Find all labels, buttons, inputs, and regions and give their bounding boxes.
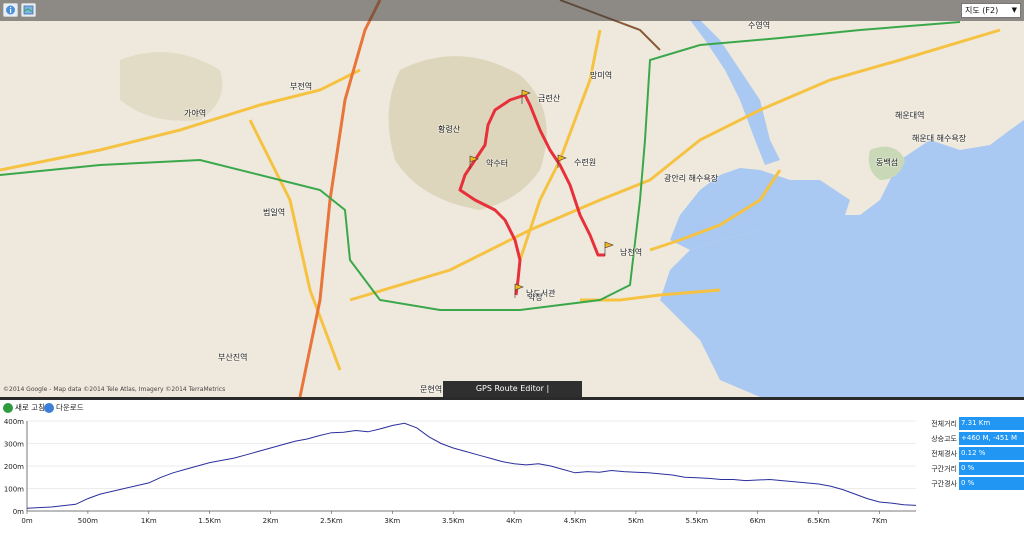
- stat-row: 전체거리 7.31 Km: [924, 417, 1024, 432]
- waypoint-label: 남도서관: [526, 289, 556, 298]
- bay-area: [670, 168, 850, 250]
- stat-label: 전체거리: [931, 420, 957, 428]
- download-button[interactable]: 다운로드: [44, 402, 84, 414]
- x-tick-label: 6Km: [750, 517, 766, 525]
- elevation-panel: 새로 고침 다운로드 0m 100m 200m 300m 400m 0m 500m 1Km 1.…: [0, 400, 1024, 533]
- stat-row: 구간경사 0 %: [924, 476, 1024, 492]
- place-label: 광안리 해수욕장: [664, 174, 719, 183]
- stats-list: 전체거리 7.31 Km 상승고도 +460 M, -451 M 전체경사 0.…: [924, 417, 1024, 491]
- x-tick-label: 0m: [21, 517, 32, 525]
- x-tick-label: 4.5Km: [564, 517, 587, 525]
- x-tick-label: 6.5Km: [807, 517, 830, 525]
- place-label: 부산진역: [218, 353, 248, 362]
- map-type-select[interactable]: 지도 (F2) ▼: [961, 3, 1021, 18]
- map-toolbar: 지도 (F2) ▼: [0, 0, 1024, 21]
- x-tick-label: 2.5Km: [320, 517, 343, 525]
- stat-value: +460 M, -451 M: [959, 431, 1024, 445]
- road-coast: [649, 169, 782, 252]
- map-canvas: [0, 0, 1024, 397]
- x-tick-label: 5Km: [628, 517, 644, 525]
- sea-area: [660, 120, 1024, 397]
- place-label: 수영역: [748, 21, 771, 30]
- road-orange: [298, 0, 382, 397]
- hill-park: [388, 56, 547, 211]
- waypoint-label: 남천역: [620, 248, 643, 257]
- road-main-3: [349, 28, 1001, 302]
- panel-divider[interactable]: [0, 397, 1024, 400]
- y-tick-label: 100m: [4, 486, 24, 494]
- stat-row: 전체경사 0.12 %: [924, 446, 1024, 462]
- elevation-line: [26, 422, 917, 509]
- place-label: 가야역: [184, 109, 207, 118]
- hill-park-2: [120, 52, 223, 121]
- x-tick-label: 5.5Km: [686, 517, 709, 525]
- stat-label: 상승고도: [931, 434, 957, 443]
- rail-line: [0, 21, 961, 311]
- stat-label: 구간경사: [931, 479, 957, 488]
- refresh-label: 새로 고침: [15, 403, 45, 412]
- hiking-route: [458, 93, 605, 296]
- stat-label: 전체경사: [931, 449, 957, 458]
- stat-row: 상승고도 +460 M, -451 M: [924, 431, 1024, 447]
- flag-icon: [469, 89, 614, 298]
- x-tick-label: 1.5Km: [198, 517, 221, 525]
- place-label: 문현역: [420, 385, 443, 394]
- map-view[interactable]: 금련산 수련원 약수터 남천역 남도서관 약장 부산진역 부전역 가야역 범일역…: [0, 0, 1024, 397]
- place-label: 망미역: [590, 71, 613, 80]
- map-attribution: ©2014 Google - Map data ©2014 Tele Atlas…: [3, 386, 226, 393]
- y-tick-label: 300m: [4, 441, 24, 449]
- y-tick-label: 200m: [4, 463, 24, 471]
- x-tick-label: 2Km: [263, 517, 279, 525]
- waypoint-label: 약장: [528, 293, 543, 302]
- map-type-select-value: 지도 (F2): [965, 6, 999, 15]
- road-main: [0, 68, 361, 172]
- download-icon: [44, 403, 54, 413]
- refresh-icon: [3, 403, 13, 413]
- y-tick-label: 0m: [13, 508, 24, 516]
- app-banner: GPS Route Editor | www.gpsnote.net: [443, 381, 582, 397]
- layers-icon[interactable]: [21, 3, 36, 17]
- waypoint-label: 약수터: [486, 159, 509, 168]
- place-label: 동백섬: [876, 158, 899, 167]
- place-label: 해운대 해수욕장: [912, 134, 967, 143]
- waypoint-label: 금련산: [538, 94, 561, 103]
- waypoint-label: 수련원: [574, 158, 597, 167]
- x-tick-label: 7Km: [872, 517, 888, 525]
- refresh-button[interactable]: 새로 고침: [3, 402, 45, 414]
- road-main-4: [518, 29, 602, 261]
- x-tick-label: 3.5Km: [442, 517, 465, 525]
- stat-row: 구간거리 0 %: [924, 461, 1024, 477]
- island: [868, 146, 905, 180]
- x-tick-label: 3Km: [384, 517, 400, 525]
- place-label: 해운대역: [895, 111, 925, 120]
- download-label: 다운로드: [56, 403, 84, 412]
- chevron-down-icon: ▼: [1011, 6, 1017, 14]
- stat-value: 0 %: [959, 476, 1024, 490]
- river-area: [690, 20, 780, 165]
- road-main-2: [248, 119, 342, 371]
- x-tick-label: 500m: [78, 517, 98, 525]
- x-tick-label: 4Km: [506, 517, 522, 525]
- stat-value: 0.12 %: [959, 446, 1024, 460]
- place-label: 황령산: [438, 125, 461, 134]
- elevation-chart[interactable]: 0m 100m 200m 300m 400m 0m 500m 1Km 1.5Km 2Km 2.5Km…: [0, 415, 920, 533]
- stat-label: 구간거리: [931, 464, 957, 473]
- place-label: 부전역: [290, 82, 313, 91]
- place-label: 범일역: [263, 208, 286, 217]
- stat-value: 7.31 Km: [959, 417, 1024, 430]
- stat-value: 0 %: [959, 461, 1024, 475]
- y-tick-label: 400m: [4, 418, 24, 426]
- x-tick-label: 1Km: [141, 517, 157, 525]
- info-icon[interactable]: [3, 3, 18, 17]
